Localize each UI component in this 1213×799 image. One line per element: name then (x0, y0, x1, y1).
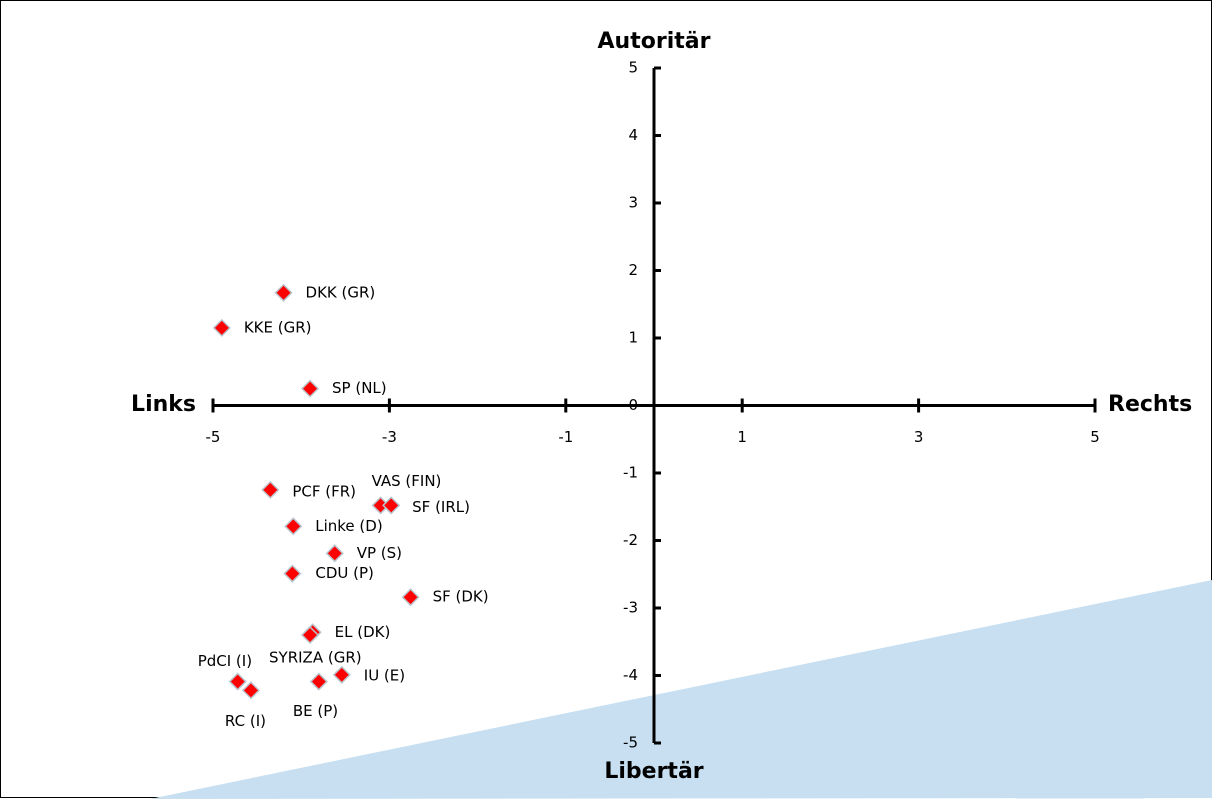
point-label: KKE (GR) (244, 318, 312, 336)
point-label: VP (S) (357, 544, 402, 562)
x-tick-label: 5 (1090, 428, 1100, 446)
point-label: SF (DK) (433, 588, 489, 606)
point-label: BE (P) (293, 702, 338, 720)
point-label: EL (DK) (335, 623, 391, 641)
y-tick-label: 1 (628, 329, 638, 347)
y-tick-label: -3 (623, 599, 638, 617)
y-tick-label: -5 (623, 734, 638, 752)
point-label: VAS (FIN) (372, 472, 442, 490)
point-label: IU (E) (364, 666, 405, 684)
x-tick-label: 3 (914, 428, 924, 446)
y-tick-label: -4 (623, 666, 638, 684)
x-left-title: Links (131, 392, 196, 417)
x-tick-label: 1 (737, 428, 747, 446)
point-label: PdCI (I) (198, 652, 252, 670)
point-label: PCF (FR) (292, 482, 356, 500)
y-tick-label: -2 (623, 531, 638, 549)
y-tick-label: -1 (623, 464, 638, 482)
point-label: DKK (GR) (306, 283, 376, 301)
y-tick-label: 2 (628, 261, 638, 279)
chart: Autoritär Libertär Links Rechts -5 -3 -1 1 3… (0, 0, 1213, 799)
x-tick-label: -5 (206, 428, 221, 446)
y-tick-label: 0 (628, 396, 638, 414)
point-label: RC (I) (225, 712, 266, 730)
x-right-title: Rechts (1108, 392, 1192, 417)
x-tick-label: -1 (558, 428, 573, 446)
point-label: Linke (D) (315, 517, 382, 535)
point-label: CDU (P) (315, 564, 374, 582)
point-label: SYRIZA (GR) (269, 649, 362, 667)
point-label: SF (IRL) (412, 498, 470, 516)
y-top-title: Autoritär (598, 29, 711, 54)
y-tick-label: 4 (628, 126, 638, 144)
y-tick-label: 5 (628, 59, 638, 77)
point-label: SP (NL) (332, 379, 387, 397)
y-bottom-title: Libertär (604, 759, 703, 784)
y-tick-label: 3 (628, 194, 638, 212)
x-tick-label: -3 (382, 428, 397, 446)
